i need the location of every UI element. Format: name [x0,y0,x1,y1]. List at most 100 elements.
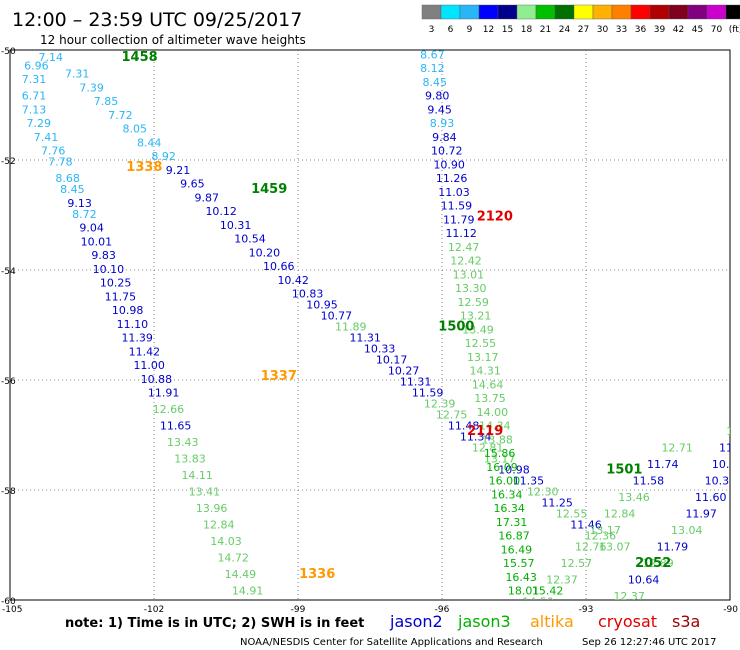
wave-height-label: 10.01 [81,235,113,248]
wave-height-label: 12.37 [546,574,578,587]
y-tick-label: -56 [1,377,16,387]
wave-height-label: 10.98 [498,464,530,477]
colorbar-swatch [687,4,708,20]
wave-height-label: 14.03 [210,535,242,548]
wave-height-label: 15.86 [484,447,516,460]
wave-height-label: 7.13 [22,103,47,116]
colorbar-label: 15 [502,25,513,35]
wave-height-label: 11.65 [160,420,192,433]
colorbar-swatch [478,4,499,20]
wave-height-label: 18.01 [508,585,540,598]
colorbar-swatch [630,4,651,20]
wave-height-label: 13.30 [455,282,487,295]
wave-height-label: 7.31 [65,68,90,81]
satellite-legend: jason2 jason3 altika cryosat s3a [389,612,700,631]
wave-height-label: 9.04 [79,222,104,235]
wave-height-label: 13.21 [460,310,492,323]
wave-height-label: 7.29 [27,117,52,130]
colorbar-swatch [440,4,461,20]
wave-height-label: 9.45 [427,103,452,116]
wave-height-label: 7.85 [94,95,119,108]
wave-height-label: 16.79 [510,598,542,611]
colorbar-swatch [649,4,670,20]
wave-height-label: 8.05 [123,123,148,136]
wave-height-label: 9.80 [425,90,450,103]
wave-height-label: 13.96 [196,502,228,515]
colorbar-label: 12 [483,25,494,35]
wave-height-label: 12.55 [556,508,588,521]
wave-height-label: 12.89 [642,557,674,570]
wave-height-label: 11.12 [445,227,477,240]
wave-height-label: 11.79 [657,541,689,554]
wave-height-label: 16.34 [493,502,525,515]
wave-height-label: 10.77 [321,310,353,323]
wave-height-label: 9.83 [91,249,116,262]
wave-height-label: 13.41 [189,486,221,499]
colorbar-label: 18 [521,25,533,35]
x-tick-label: -93 [579,605,594,615]
wave-height-label: 16.43 [505,571,537,584]
wave-height-label: 11.59 [441,200,473,213]
wave-height-label: 12.36 [585,530,617,543]
wave-height-label: 10.17 [376,354,408,367]
x-tick-label: -96 [435,605,450,615]
data-points: 6.967.147.316.717.137.297.417.767.788.68… [22,50,740,611]
colorbar-swatch [611,4,632,20]
footer-credit: NOAA/NESDIS Center for Satellite Applica… [240,637,543,648]
wave-height-label: 9.84 [432,131,457,144]
wave-height-label: 10.66 [263,260,295,273]
plot-frame [9,49,731,601]
pass-time-label: 2120 [477,210,513,225]
wave-height-label: 11.03 [438,186,470,199]
wave-height-label: 11.20 [719,442,740,455]
colorbar-label: 39 [654,25,666,35]
colorbar-swatch [706,4,727,20]
y-tick-label: -54 [1,267,16,277]
x-tick-label: -90 [723,605,738,615]
colorbar-label: (ft) [729,25,740,35]
y-tick-label: -52 [1,157,16,167]
wave-height-label: 11.58 [633,475,665,488]
wave-height-label: 16.49 [501,543,533,556]
wave-height-label: 9.87 [195,191,220,204]
colorbar-label: 6 [448,25,454,35]
wave-height-label: 13.46 [618,491,650,504]
wave-height-label: 12.59 [457,296,489,309]
wave-height-label: 9.13 [67,197,92,210]
grid-lines [10,50,730,600]
colorbar-swatch [725,4,740,20]
colorbar-label: 21 [540,25,551,35]
colorbar-label: 30 [597,25,609,35]
x-tick-label: -102 [144,605,164,615]
wave-height-label: 8.72 [72,208,97,221]
colorbar-label: 42 [673,25,684,35]
wave-height-label: 11.97 [685,508,717,521]
wave-height-label: 7.39 [79,81,104,94]
wave-height-label: 14.31 [469,365,501,378]
wave-height-label: 13.43 [167,436,199,449]
wave-height-label: 10.98 [112,304,144,317]
wave-height-label: 7.41 [34,131,59,144]
colorbar-label: 27 [578,25,589,35]
wave-height-label: 10.10 [93,263,125,276]
wave-height-label: 8.12 [420,62,445,75]
wave-height-label: 12.37 [613,590,645,603]
legend-item-jason3: jason3 [457,612,511,631]
wave-height-label: 14.00 [477,406,509,419]
wave-height-label: 10.90 [433,158,465,171]
pass-time-label: 2119 [467,424,503,439]
wave-height-label: 7.72 [108,109,133,122]
wave-height-label: 11.48 [448,420,480,433]
wave-height-label: 12.55 [465,337,497,350]
wave-height-label: 12.47 [448,241,480,254]
wave-height-label: 11.46 [570,519,602,532]
wave-height-label: 11.26 [436,172,468,185]
wave-height-label: 11.79 [443,213,475,226]
wave-height-label: 11.91 [148,387,180,400]
wave-height-label: 16.34 [491,488,523,501]
colorbar-label: 9 [467,25,473,35]
wave-height-label: 6.71 [22,90,47,103]
wave-height-label: 12.12 [736,392,740,405]
wave-height-label: 15.42 [532,585,564,598]
wave-height-label: 10.83 [292,288,324,301]
